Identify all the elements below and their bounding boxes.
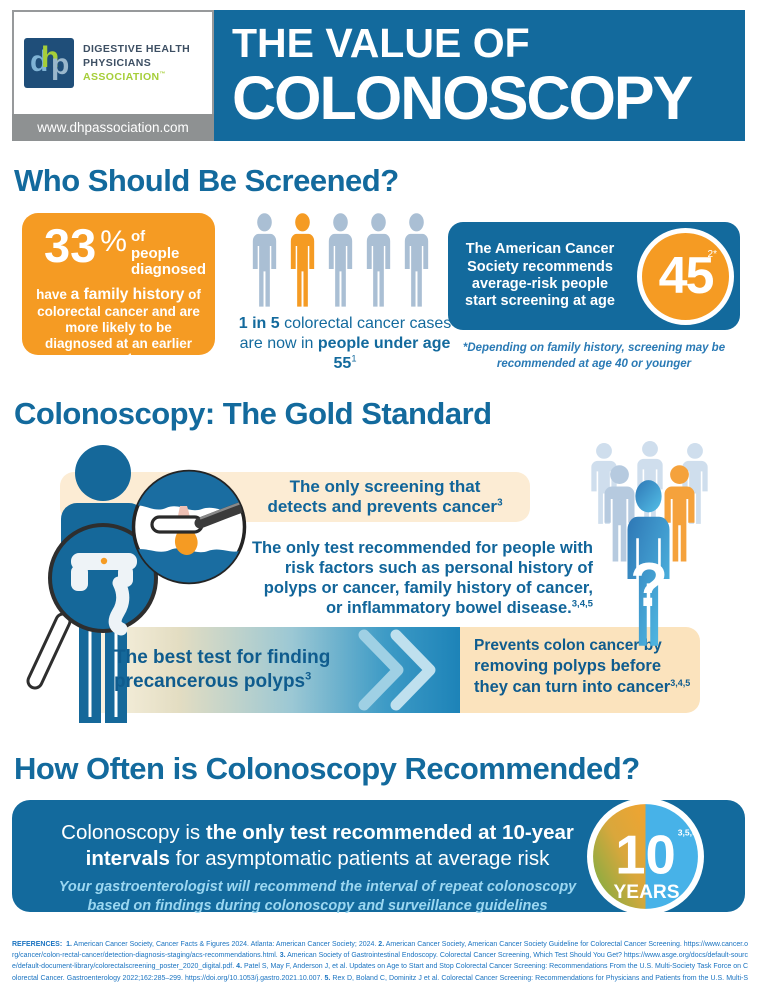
chevron-arrows-icon <box>358 629 436 711</box>
title-banner: THE VALUE OF COLONOSCOPY <box>214 10 745 141</box>
person-icon-highlighted <box>285 212 320 309</box>
website-url: www.dhpassociation.com <box>12 114 214 141</box>
brand-name: DIGESTIVE HEALTH PHYSICIANS ASSOCIATION™ <box>83 42 191 84</box>
acs-text: The American Cancer Society recommends a… <box>465 241 615 310</box>
stat-33-value: 33 <box>44 219 97 272</box>
person-icon <box>399 212 434 309</box>
dhpa-logo: d h p DIGESTIVE HEALTH PHYSICIANS ASSOCI… <box>12 10 214 114</box>
claim-best-test: The best test for finding precancerous p… <box>114 647 331 692</box>
heading-gold-standard: Colonoscopy: The Gold Standard <box>14 396 492 431</box>
stat-33-lead: of people diagnosed <box>130 228 206 278</box>
interval-text: Colonoscopy is the only test recommended… <box>58 821 577 915</box>
claim-risk-factors: The only test recommended for people wit… <box>251 539 593 618</box>
uncertain-patient-group-icon: ? <box>591 441 708 646</box>
references: REFERENCES: 1. American Cancer Society, … <box>12 941 749 982</box>
acs-footnote: *Depending on family history, screening … <box>462 342 726 370</box>
person-icon <box>323 212 358 309</box>
question-mark-icon: ? <box>630 551 668 620</box>
title-line1: THE VALUE OF <box>232 20 530 66</box>
badge-value: 10 <box>615 825 676 886</box>
family-history-stat-box: 33 % of people diagnosed have a family h… <box>22 213 215 368</box>
heading-who-screened: Who Should Be Screened? <box>14 163 399 198</box>
claim-detects-prevents: The only screening that detects and prev… <box>267 477 503 517</box>
dhpa-monogram-icon: d h p <box>24 38 74 88</box>
one-in-five-pictogram <box>247 212 434 309</box>
percent-sign: % <box>100 225 127 258</box>
one-in-five-caption: 1 in 5 colorectal cancer cases are now i… <box>238 315 452 372</box>
claim-prevents-cancer: Prevents colon cancer by removing polyps… <box>474 637 691 696</box>
stat-33-body: have a family history of colorectal canc… <box>36 285 201 368</box>
badge-unit: YEARS <box>614 882 680 903</box>
peach-band <box>460 627 700 713</box>
patient-figure-icon <box>26 445 158 723</box>
polyp-removal-inset-icon <box>131 469 247 585</box>
magnifier-lens-icon <box>48 523 158 633</box>
ten-years-badge: 10 3,5,6 YEARS <box>587 798 704 915</box>
badge-superscript: 3,5,6 <box>678 827 697 837</box>
colon-icon <box>71 553 137 636</box>
age-45-badge: 45 2* <box>637 227 734 325</box>
person-icon <box>247 212 282 309</box>
acs-recommendation-box: The American Cancer Society recommends a… <box>448 222 740 330</box>
polyp-dot-icon <box>100 557 108 565</box>
heading-how-often: How Often is Colonoscopy Recommended? <box>14 751 640 786</box>
person-icon <box>361 212 396 309</box>
title-line2: COLONOSCOPY <box>232 64 693 132</box>
